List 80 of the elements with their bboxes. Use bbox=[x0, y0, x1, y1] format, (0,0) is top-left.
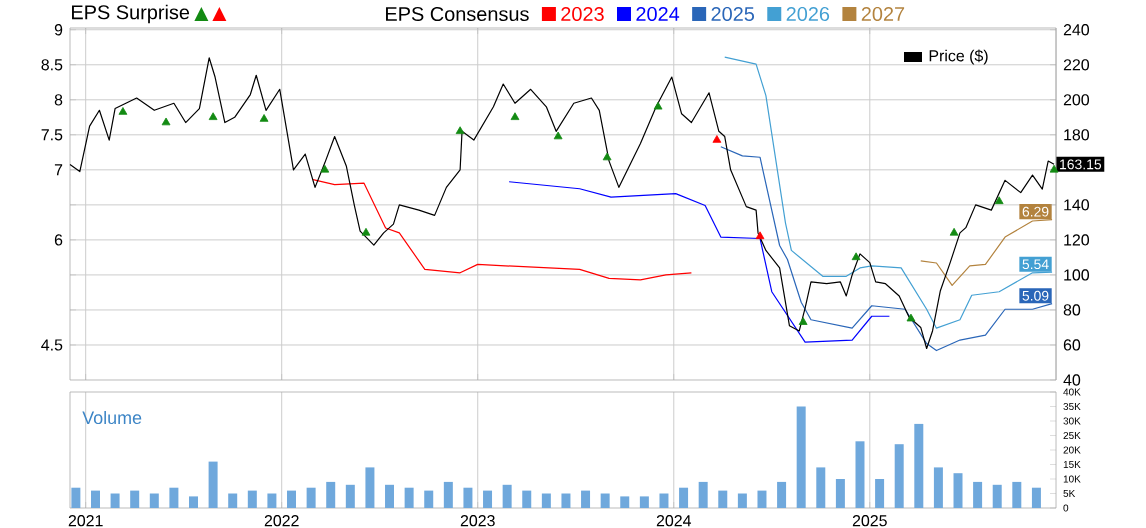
bar bbox=[659, 493, 669, 508]
bar bbox=[796, 406, 806, 508]
bar bbox=[502, 484, 512, 508]
point bbox=[161, 117, 171, 126]
point bbox=[1049, 164, 1059, 173]
bar bbox=[522, 490, 532, 508]
point bbox=[906, 313, 916, 322]
text: Volume bbox=[82, 410, 142, 425]
bar bbox=[404, 487, 414, 508]
bar bbox=[365, 467, 375, 508]
bar bbox=[541, 493, 551, 508]
chart-title: EPS Surprise bbox=[72, 4, 190, 24]
line-series bbox=[720, 146, 1053, 352]
bar bbox=[933, 467, 943, 508]
bar bbox=[287, 490, 297, 508]
bar bbox=[483, 490, 493, 508]
bar bbox=[992, 484, 1002, 508]
point bbox=[553, 131, 563, 140]
point bbox=[510, 112, 520, 120]
bar bbox=[855, 441, 865, 508]
bar bbox=[130, 490, 140, 508]
bar bbox=[737, 493, 747, 508]
legend-label: 2023 bbox=[561, 6, 604, 22]
bar bbox=[306, 487, 316, 508]
bar bbox=[894, 444, 904, 508]
point bbox=[712, 135, 722, 143]
bar bbox=[267, 493, 277, 508]
bar bbox=[90, 490, 100, 508]
bar bbox=[1012, 481, 1022, 508]
point bbox=[602, 152, 612, 161]
bar bbox=[71, 487, 81, 508]
line-series bbox=[508, 181, 890, 343]
legend-label: 2024 bbox=[636, 6, 680, 22]
bar bbox=[208, 461, 218, 508]
point bbox=[994, 196, 1004, 205]
bar bbox=[149, 493, 159, 508]
bar bbox=[816, 467, 826, 508]
bar bbox=[914, 423, 924, 508]
bar bbox=[110, 493, 120, 508]
bar bbox=[326, 481, 336, 508]
bar bbox=[698, 481, 708, 508]
bar bbox=[973, 481, 983, 508]
bar bbox=[424, 490, 434, 508]
bar bbox=[169, 487, 179, 508]
point bbox=[798, 317, 808, 325]
bar bbox=[875, 479, 885, 508]
bar bbox=[385, 484, 395, 508]
bar bbox=[581, 490, 591, 508]
point bbox=[851, 252, 861, 261]
point bbox=[118, 107, 128, 115]
point bbox=[455, 126, 465, 135]
bar bbox=[247, 490, 257, 508]
point bbox=[320, 164, 330, 173]
bar bbox=[600, 493, 610, 508]
bar bbox=[228, 493, 238, 508]
bar bbox=[561, 493, 571, 508]
point bbox=[949, 227, 959, 236]
bar bbox=[345, 484, 355, 508]
bar bbox=[463, 487, 473, 508]
line-series bbox=[312, 179, 693, 281]
legend-label: 2027 bbox=[861, 6, 905, 22]
bar bbox=[443, 481, 453, 508]
bar bbox=[620, 496, 630, 508]
point bbox=[361, 227, 371, 236]
bar bbox=[953, 473, 963, 508]
bar bbox=[757, 490, 767, 508]
bar bbox=[639, 496, 649, 508]
bar bbox=[1031, 487, 1041, 508]
bar bbox=[777, 481, 787, 508]
point bbox=[755, 231, 765, 240]
point bbox=[208, 112, 218, 120]
legend-title: EPS Consensus bbox=[386, 6, 529, 22]
bar bbox=[189, 496, 198, 508]
bar bbox=[718, 490, 728, 508]
legend-label: 2026 bbox=[786, 6, 830, 22]
bar bbox=[835, 479, 845, 508]
bar bbox=[679, 487, 689, 508]
point bbox=[259, 114, 269, 122]
point bbox=[653, 101, 663, 110]
legend-label: 2025 bbox=[711, 6, 755, 22]
